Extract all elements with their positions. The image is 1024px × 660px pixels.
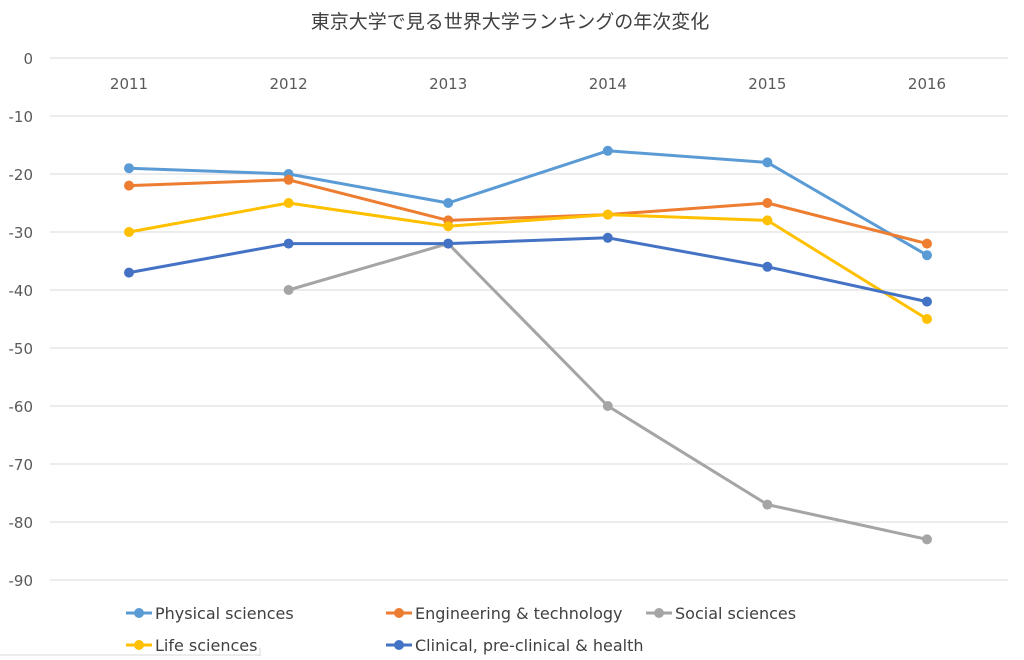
data-point: [602, 209, 613, 220]
legend-label: Life sciences: [155, 636, 257, 655]
series-social-sciences: [283, 238, 932, 545]
data-point: [443, 198, 454, 208]
series-physical-sciences: [124, 145, 932, 261]
legend-swatch-marker: [394, 640, 404, 650]
series-life-sciences: [124, 198, 932, 324]
legend-swatch-marker: [394, 608, 404, 618]
y-tick-label: -40: [9, 282, 34, 300]
legend: Physical sciences Engineering & technolog…: [126, 604, 796, 655]
legend-label: Social sciences: [675, 604, 796, 623]
gridlines: [50, 57, 1008, 581]
data-point: [124, 163, 134, 174]
legend-item: Clinical, pre-clinical & health: [386, 636, 643, 655]
data-point: [922, 238, 932, 249]
legend-item: Engineering & technology: [386, 604, 623, 623]
legend-item: Social sciences: [646, 604, 796, 623]
x-tick-label: 2015: [748, 75, 786, 93]
data-point: [124, 267, 134, 278]
x-axis-tick-labels: 2011 2012 2013 2014 2015 2016: [110, 75, 946, 93]
series-line: [127, 178, 929, 246]
x-tick-label: 2011: [110, 75, 148, 93]
series-clinical-pre-clinical-health: [124, 232, 932, 307]
data-point: [602, 145, 613, 156]
x-tick-label: 2016: [908, 75, 946, 93]
y-tick-label: -70: [9, 456, 34, 474]
series-line: [287, 242, 929, 541]
x-tick-label: 2012: [270, 75, 308, 93]
data-point: [443, 221, 454, 232]
data-point: [762, 157, 773, 168]
data-point: [283, 238, 294, 249]
y-tick-label: -30: [9, 224, 34, 242]
data-point: [443, 238, 454, 249]
legend-swatch-marker: [654, 608, 664, 618]
data-point: [283, 174, 294, 185]
data-point: [283, 285, 294, 295]
legend-item: Physical sciences: [126, 604, 294, 623]
series-line: [127, 236, 929, 304]
y-tick-label: -10: [9, 108, 34, 126]
data-point: [602, 232, 613, 243]
y-tick-label: -20: [9, 166, 34, 184]
y-tick-label: -90: [9, 572, 34, 590]
data-point: [124, 180, 134, 191]
y-tick-label: 0: [23, 50, 33, 68]
legend-item: Life sciences: [126, 636, 257, 655]
legend-swatch-marker: [134, 640, 144, 650]
legend-label: Physical sciences: [155, 604, 294, 623]
series-line: [127, 201, 929, 321]
data-point: [602, 401, 613, 411]
chart-title: 東京大学で見る世界大学ランキングの年次変化: [311, 11, 709, 33]
y-tick-label: -60: [9, 398, 34, 416]
y-tick-label: -50: [9, 340, 34, 358]
data-point: [283, 198, 294, 208]
data-point: [762, 198, 773, 208]
data-point: [762, 261, 773, 272]
data-point: [922, 534, 932, 545]
legend-swatch-marker: [134, 608, 144, 618]
data-point: [922, 314, 932, 324]
series-lines: [124, 145, 932, 545]
data-point: [922, 296, 932, 307]
x-tick-label: 2014: [589, 75, 627, 93]
y-axis-tick-labels: 0 -10 -20 -30 -40 -50 -60 -70 -80 -90: [9, 50, 34, 590]
data-point: [762, 215, 773, 226]
data-point: [124, 227, 134, 237]
series-line: [127, 149, 929, 257]
legend-label: Engineering & technology: [415, 604, 623, 623]
legend-label: Clinical, pre-clinical & health: [415, 636, 643, 655]
data-point: [762, 499, 773, 510]
data-point: [922, 250, 932, 261]
y-tick-label: -80: [9, 514, 34, 532]
x-tick-label: 2013: [429, 75, 467, 93]
